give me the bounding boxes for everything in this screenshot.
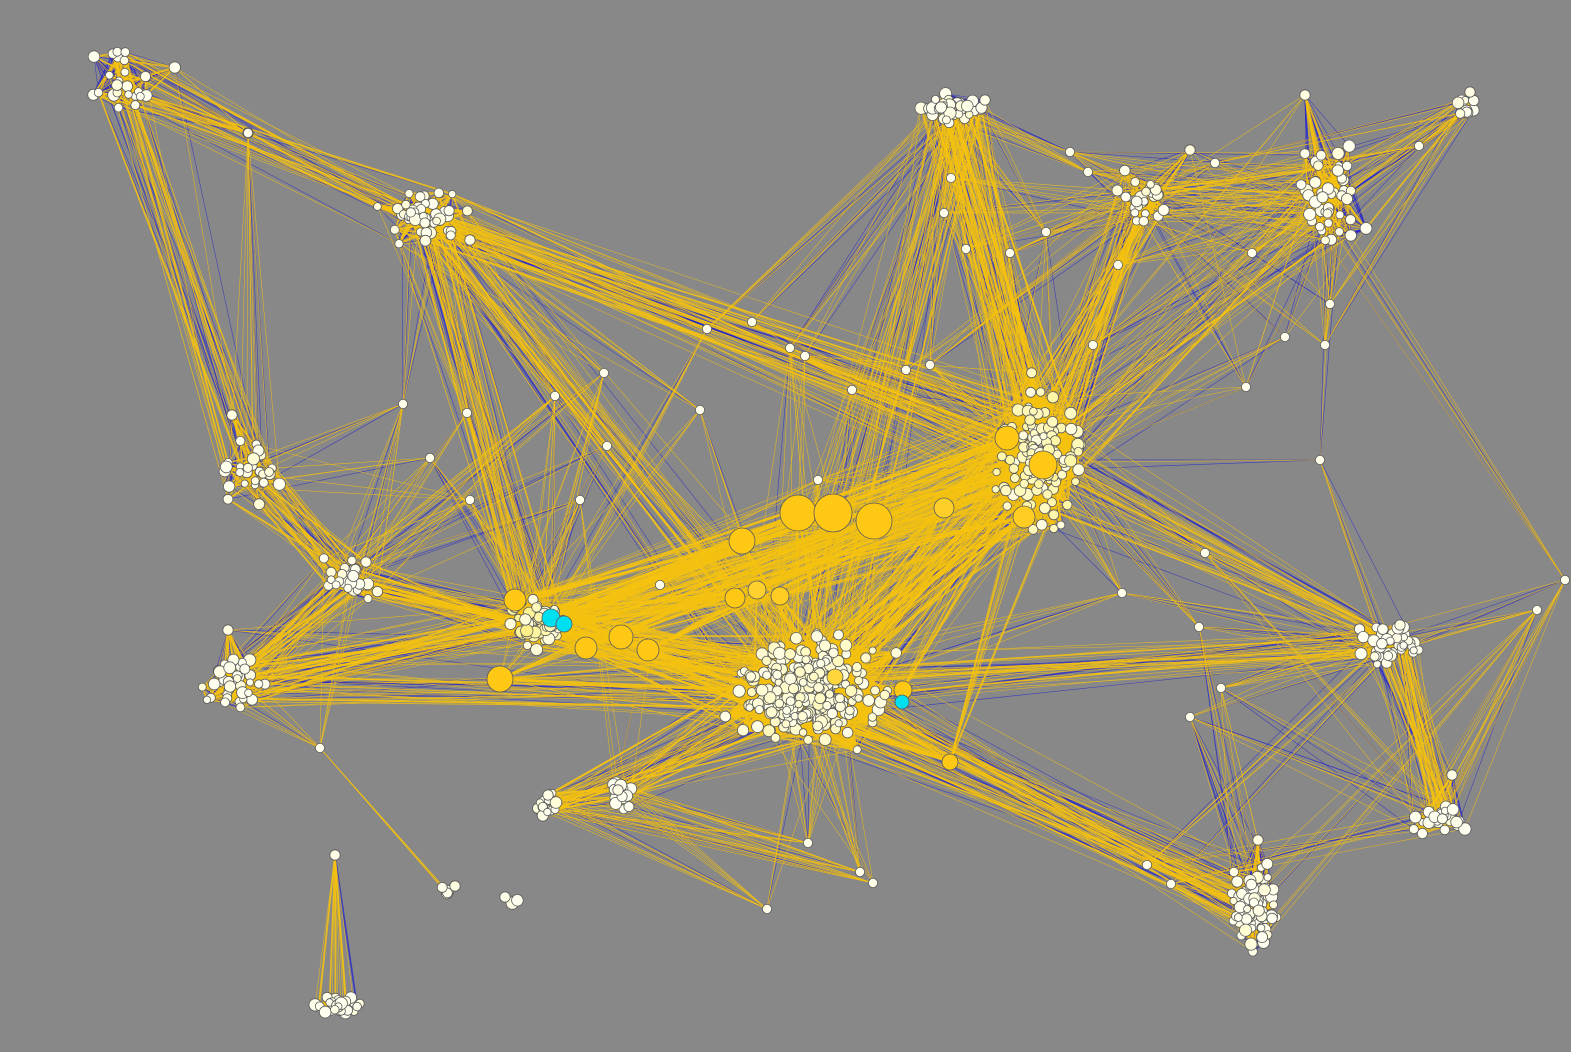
graph-edge xyxy=(125,51,175,68)
graph-edge xyxy=(1304,94,1309,196)
graph-edge xyxy=(1304,94,1339,154)
graph-edge xyxy=(1350,190,1367,229)
graph-edge xyxy=(1236,839,1259,882)
